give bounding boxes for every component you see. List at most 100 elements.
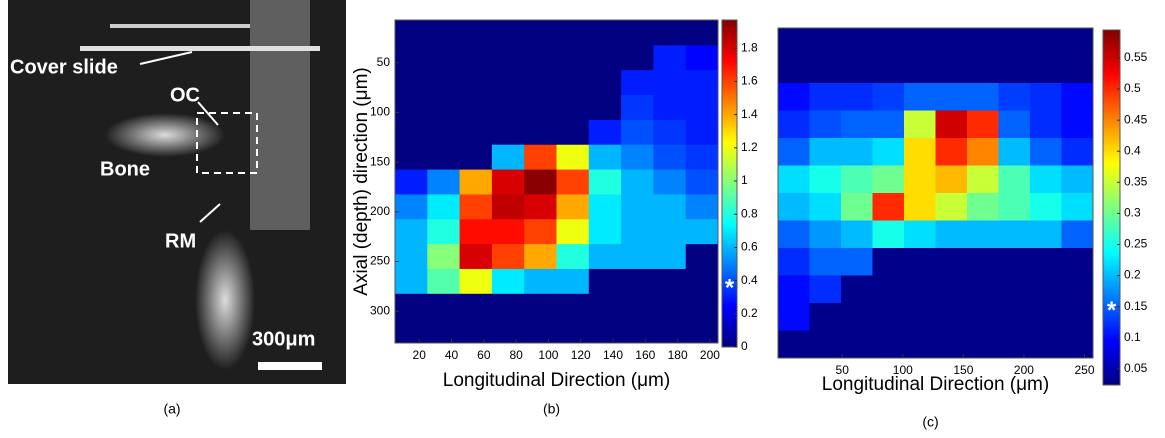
heatmap-cell	[491, 293, 525, 320]
heatmap-cell	[459, 268, 493, 295]
heatmap-cell	[904, 165, 936, 194]
heatmap-cell	[491, 219, 525, 245]
heatmap-cell	[524, 20, 557, 46]
heatmap-cell	[556, 70, 590, 96]
heatmap-cell	[1030, 330, 1062, 359]
heatmap-cell	[998, 193, 1031, 221]
heatmap-cell	[778, 330, 810, 359]
colorbar	[721, 19, 738, 348]
heatmap-cell	[459, 20, 493, 46]
heatmap-cell	[621, 293, 654, 320]
heatmap-cell	[588, 20, 622, 46]
colorbar-tick-label: 0.6	[741, 240, 758, 254]
caption: (c)	[922, 414, 938, 430]
colorbar-tick-label: 0.35	[1124, 174, 1148, 188]
heatmap-cell	[778, 55, 810, 84]
heatmap-cell	[904, 220, 936, 249]
heatmap-cell	[427, 169, 461, 195]
heatmap-cell	[588, 45, 622, 71]
heatmap-cell	[621, 144, 654, 171]
heatmap-cell	[524, 45, 557, 71]
heatmap-cell	[556, 318, 590, 344]
heatmap-cell	[685, 70, 719, 96]
heatmap-cell	[935, 248, 968, 276]
heatmap-cell	[935, 220, 968, 249]
heatmap-cell	[685, 268, 719, 295]
heatmap-cell	[653, 144, 687, 171]
heatmap-cell	[524, 318, 557, 344]
heatmap-cell	[588, 119, 622, 146]
heatmap-cell	[459, 244, 493, 270]
heatmap-cell	[809, 165, 842, 194]
heatmap-cell	[621, 119, 654, 146]
heatmap-cell	[778, 28, 810, 56]
image-label: RM	[165, 230, 196, 252]
y-axis-title: Axial (depth) direction (μm)	[351, 67, 372, 295]
heatmap-cell	[904, 248, 936, 276]
heatmap-cell	[998, 110, 1031, 139]
heatmap-cell	[556, 219, 590, 245]
heatmap-cell	[459, 119, 493, 146]
heatmap-cell	[809, 303, 842, 331]
heatmap-cell	[395, 244, 428, 270]
heatmap-cell	[1030, 193, 1062, 221]
heatmap-cell	[809, 330, 842, 359]
heatmap-cell	[395, 169, 428, 195]
heatmap-cell	[427, 293, 461, 320]
x-tick-label: 160	[635, 348, 655, 362]
heatmap-cell	[621, 95, 654, 121]
heatmap-cell	[685, 45, 719, 71]
heatmap-cell	[491, 20, 525, 46]
scale-bar-label: 300μm	[252, 328, 315, 350]
x-tick-label: 120	[571, 348, 591, 362]
heatmap-cell	[1030, 55, 1062, 84]
x-tick-label: 250	[1075, 363, 1095, 377]
colorbar-tick-label: 0.55	[1124, 50, 1148, 64]
colorbar-tick-label: 0.25	[1124, 237, 1148, 251]
heatmap-cell	[935, 330, 968, 359]
heatmap-cell	[967, 138, 999, 166]
heatmap-cell	[395, 318, 428, 344]
plot-frame	[394, 19, 719, 344]
heatmap-cell	[778, 83, 810, 111]
heatmap-cell	[491, 45, 525, 71]
heatmap-cell	[491, 119, 525, 146]
heatmap-cell	[524, 70, 557, 96]
heatmap-cell	[1061, 193, 1094, 221]
heatmap-cell	[872, 55, 905, 84]
heatmap-cell	[778, 275, 810, 304]
heatmap-cell	[1061, 165, 1094, 194]
heatmap-cell	[621, 194, 654, 220]
heatmap-cell	[872, 165, 905, 194]
heatmap-cell	[935, 275, 968, 304]
y-tick-label: 300	[370, 303, 390, 317]
heatmap-cell	[459, 293, 493, 320]
heatmap-cell	[588, 194, 622, 220]
x-tick-label: 60	[477, 348, 491, 362]
heatmap-cell	[395, 268, 428, 295]
heatmap-cell	[685, 244, 719, 270]
colorbar-tick-label: 0.45	[1124, 112, 1148, 126]
heatmap-cell	[998, 248, 1031, 276]
heatmap-cell	[653, 119, 687, 146]
heatmap-cell	[998, 220, 1031, 249]
heatmap-cell	[685, 194, 719, 220]
heatmap-cell	[621, 45, 654, 71]
heatmap-cell	[935, 110, 968, 139]
heatmap-cell	[427, 20, 461, 46]
heatmap-cell	[524, 95, 557, 121]
heatmap-cell	[841, 138, 873, 166]
heatmap-cell	[904, 330, 936, 359]
heatmap-cell	[459, 144, 493, 171]
heatmap-cell	[872, 110, 905, 139]
colorbar-tick-label: 0.2	[741, 306, 758, 320]
heatmap-cell	[588, 293, 622, 320]
heatmap-cell	[588, 219, 622, 245]
heatmap-cell	[809, 83, 842, 111]
heatmap-cell	[395, 20, 428, 46]
caption: (b)	[543, 401, 560, 417]
heatmap-cell	[524, 144, 557, 171]
heatmap-cell	[491, 95, 525, 121]
colorbar-tick-label: 1.6	[741, 74, 758, 88]
